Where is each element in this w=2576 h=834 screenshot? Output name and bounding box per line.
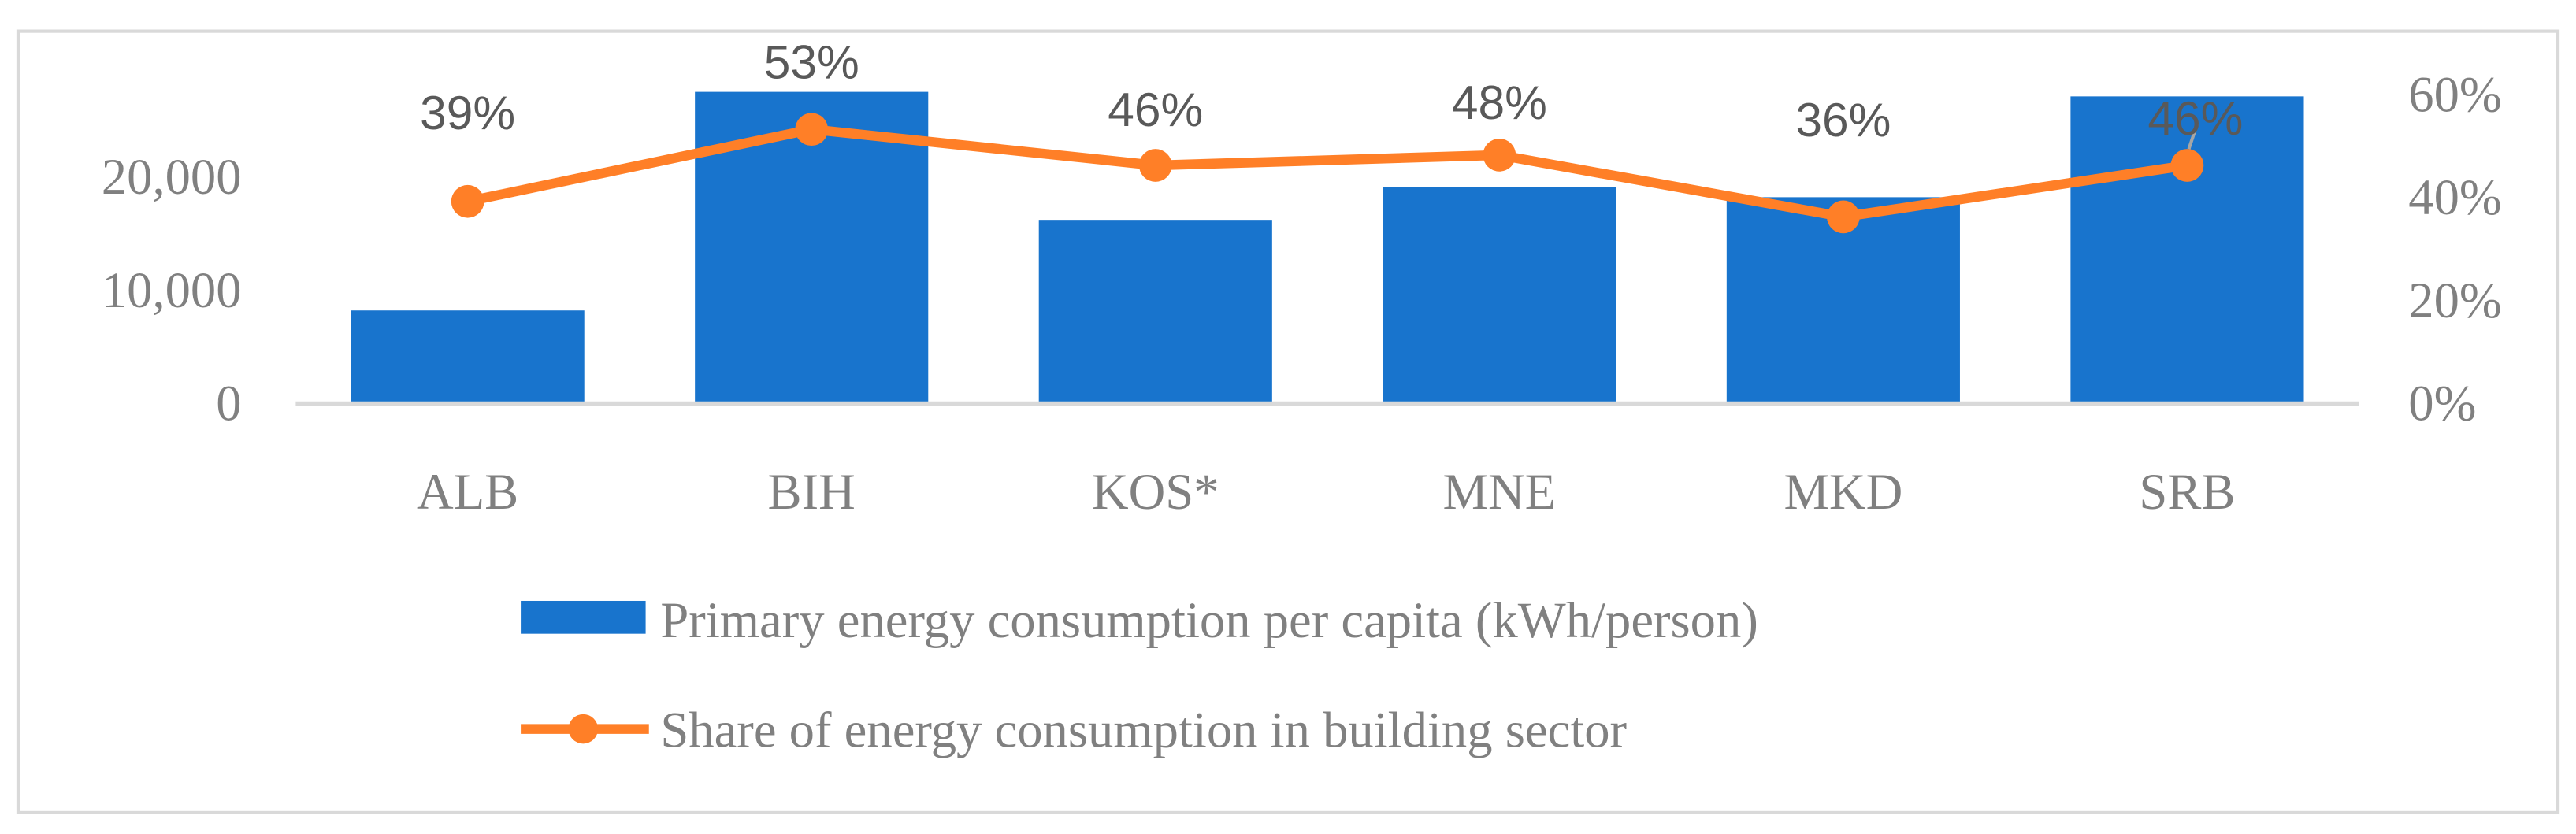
y-left-tick-label: 0 [216, 375, 241, 432]
data-label: 46% [1108, 83, 1203, 136]
legend-swatch-marker [568, 714, 599, 744]
y-right-tick-label: 0% [2408, 375, 2476, 432]
y-right-tick-label: 40% [2408, 169, 2501, 225]
x-tick-label: KOS* [1092, 463, 1219, 520]
bar-SRB [2070, 96, 2304, 402]
bar-MNE [1383, 187, 1616, 402]
legend-label-line: Share of energy consumption in building … [660, 702, 1627, 758]
x-tick-label: MNE [1443, 463, 1557, 520]
share-marker-SRB [2170, 149, 2204, 182]
bar-ALB [351, 310, 585, 402]
share-marker-MKD [1827, 200, 1860, 234]
data-label: 48% [1452, 76, 1547, 129]
x-tick-label: BIH [768, 463, 856, 520]
x-tick-label: MKD [1784, 463, 1902, 520]
share-marker-ALB [451, 184, 484, 218]
y-left-tick-label: 20,000 [102, 148, 242, 205]
y-right-tick-label: 60% [2408, 65, 2501, 122]
share-marker-MNE [1483, 139, 1516, 172]
data-label: 46% [2147, 91, 2243, 145]
x-tick-label: ALB [417, 463, 518, 520]
data-label: 53% [764, 35, 859, 89]
share-marker-BIH [795, 113, 829, 146]
y-right-tick-label: 20% [2408, 272, 2501, 328]
data-label: 39% [420, 86, 515, 139]
data-label: 36% [1795, 93, 1891, 146]
data-label-leader-line [2187, 124, 2199, 150]
share-line [466, 124, 2188, 222]
share-marker-KOS* [1138, 149, 1172, 182]
y-left-tick-label: 10,000 [102, 261, 242, 318]
bar-KOS* [1038, 220, 1272, 402]
legend-label-bar: Primary energy consumption per capita (k… [660, 591, 1758, 648]
legend-swatch-bar [521, 600, 646, 634]
x-tick-label: SRB [2139, 463, 2235, 520]
